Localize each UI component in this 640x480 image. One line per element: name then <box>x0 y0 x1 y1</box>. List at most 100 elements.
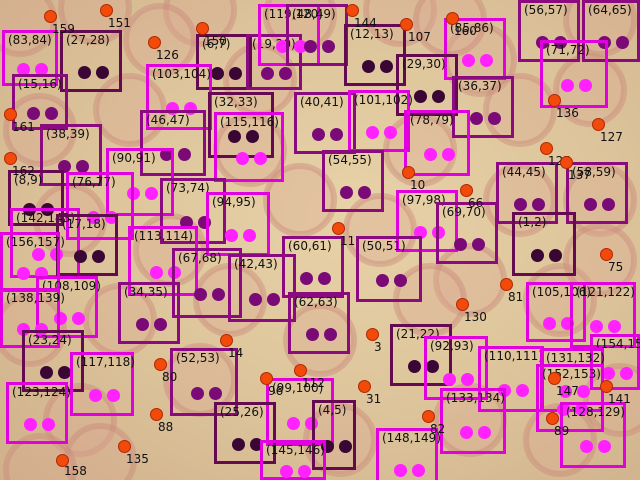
point-marker <box>332 222 345 235</box>
cell-bounding-box: (97,98) <box>396 190 458 252</box>
cell-marker-dot <box>246 130 259 143</box>
cell-label: (32,33) <box>214 95 258 109</box>
cell-marker-dot <box>58 160 71 173</box>
cell-marker-dot <box>575 403 588 416</box>
cell-marker-dot <box>579 79 592 92</box>
cell-label: (17,18) <box>62 217 106 231</box>
cell-marker-dot <box>460 426 473 439</box>
point-number: 11 <box>340 234 356 248</box>
point-marker <box>548 372 561 385</box>
point-marker <box>400 18 413 31</box>
cell-marker-dot <box>324 328 337 341</box>
cell-marker-dot <box>478 426 491 439</box>
point-marker <box>44 10 57 23</box>
cell-marker-dot <box>249 293 262 306</box>
cell-marker-dot <box>577 385 590 398</box>
cell-bounding-box: (27,28) <box>60 30 122 92</box>
point-number: 126 <box>156 48 179 62</box>
point-marker <box>346 4 359 17</box>
cell-marker-dot <box>232 438 245 451</box>
cell-bounding-box: (148,149) <box>376 428 441 480</box>
cell-bounding-box: (23,24) <box>22 330 84 392</box>
cell-label: (36,37) <box>458 79 502 93</box>
cell-marker-dot <box>154 318 167 331</box>
cell-marker-dot <box>178 148 191 161</box>
cell-marker-dot <box>229 67 242 80</box>
cell-bounding-box: (117,118) <box>70 352 135 416</box>
cell-marker-dot <box>543 317 556 330</box>
cell-label: (83,84) <box>8 33 52 47</box>
cell-bounding-box: (34,35) <box>118 282 180 344</box>
cell-marker-dot <box>330 128 343 141</box>
cell-bounding-box: (99,100) <box>266 378 334 446</box>
point-marker <box>4 152 17 165</box>
cell-marker-dot <box>32 248 45 261</box>
cell-bounding-box: (25,26) <box>214 402 276 464</box>
red-blood-cell <box>563 223 637 297</box>
cell-bounding-box: (154,155) <box>590 334 640 390</box>
cell-label: (50,51) <box>362 239 406 253</box>
point-number: 80 <box>162 370 178 384</box>
cell-marker-dot <box>211 67 224 80</box>
cell-label: (25,26) <box>220 405 264 419</box>
cell-marker-dot <box>414 226 427 239</box>
point-marker <box>260 372 273 385</box>
cell-bounding-box: (60,61) <box>282 236 344 298</box>
cell-marker-dot <box>280 465 293 478</box>
point-number: 107 <box>408 30 431 44</box>
red-blood-cell <box>3 433 77 480</box>
point-marker <box>402 166 415 179</box>
cell-marker-dot <box>74 250 87 263</box>
cell-bounding-box: (113,114) <box>128 226 198 296</box>
point-number: 130 <box>464 310 487 324</box>
cell-bounding-box: (52,53) <box>170 348 238 416</box>
cell-label: (60,61) <box>288 239 332 253</box>
cell-bounding-box: (138,139) <box>0 288 65 348</box>
cell-marker-dot <box>254 152 267 165</box>
cell-marker-dot <box>339 440 352 453</box>
point-marker <box>446 12 459 25</box>
cell-marker-dot <box>24 418 37 431</box>
cell-marker-dot <box>298 465 311 478</box>
point-number: 147 <box>556 384 579 398</box>
cell-marker-dot <box>514 198 527 211</box>
point-marker <box>600 248 613 261</box>
point-marker <box>56 454 69 467</box>
cell-bounding-box: (48,49) <box>286 4 348 66</box>
cell-label: (133,134) <box>446 391 505 405</box>
cell-bounding-box: (44,45) <box>496 162 558 224</box>
cell-label: (78,79) <box>410 113 454 127</box>
cell-marker-dot <box>228 130 241 143</box>
point-number: 144 <box>354 16 377 30</box>
point-number: 112 <box>302 376 325 390</box>
point-marker <box>366 328 379 341</box>
cell-marker-dot <box>443 373 456 386</box>
point-number: 151 <box>108 16 131 30</box>
cell-marker-dot <box>306 328 319 341</box>
cell-label: (8,9) <box>14 173 43 187</box>
cell-bounding-box: (69,70) <box>436 202 498 264</box>
cell-marker-dot <box>408 360 421 373</box>
cell-bounding-box: (58,59) <box>566 162 628 224</box>
point-marker <box>540 142 553 155</box>
cell-label: (40,41) <box>300 95 344 109</box>
cell-bounding-box: (42,43) <box>228 254 296 322</box>
cell-marker-dot <box>602 198 615 211</box>
cell-label: (64,65) <box>588 3 632 17</box>
cell-marker-dot <box>300 272 313 285</box>
cell-marker-dot <box>236 152 249 165</box>
cell-marker-dot <box>412 464 425 477</box>
cell-marker-dot <box>580 440 593 453</box>
cell-bounding-box: (36,37) <box>452 76 514 138</box>
point-marker <box>422 410 435 423</box>
cell-label: (110,111) <box>484 349 543 363</box>
cell-bounding-box: (62,63) <box>288 292 350 354</box>
point-marker <box>196 22 209 35</box>
cell-marker-dot <box>516 384 529 397</box>
cell-label: (85,86) <box>450 21 494 35</box>
point-marker <box>148 36 161 49</box>
cell-marker-dot <box>414 90 427 103</box>
cell-marker-dot <box>243 229 256 242</box>
cell-label: (103,104) <box>152 67 211 81</box>
cell-marker-dot <box>287 417 300 430</box>
